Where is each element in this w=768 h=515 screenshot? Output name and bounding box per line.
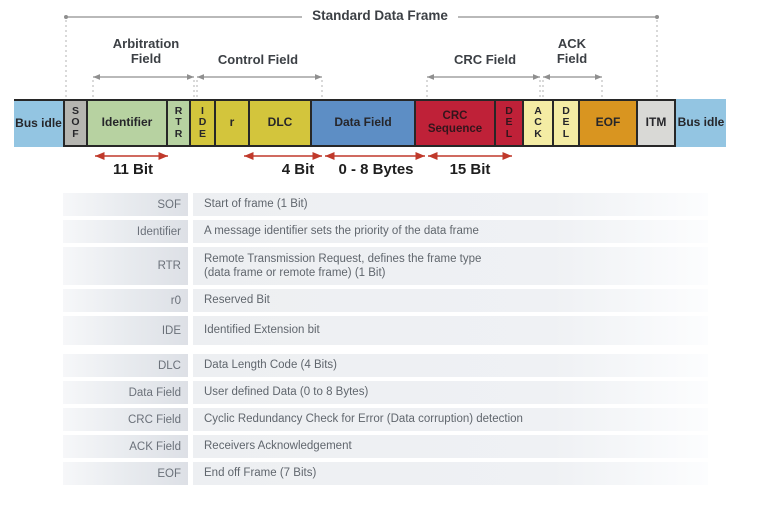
legend-term: Identifier — [63, 220, 188, 243]
diagram-title: Standard Data Frame — [312, 8, 448, 23]
legend-description: End off Frame (7 Bits) — [193, 462, 708, 485]
legend-row-sof: SOF Start of frame (1 Bit) — [63, 193, 708, 216]
legend-term: ACK Field — [63, 435, 188, 458]
frame-box-identifier: Identifier — [86, 99, 168, 147]
frame-box-del-crc: D E L — [494, 99, 524, 147]
frame-box-ack: A C K — [522, 99, 554, 147]
legend-term: Data Field — [63, 381, 188, 404]
bit-label-0-8-bytes: 0 - 8 Bytes — [338, 161, 414, 178]
frame-box-sof: S O F — [63, 99, 88, 147]
legend-term: IDE — [63, 316, 188, 345]
legend-row-dlc: DLC Data Length Code (4 Bits) — [63, 354, 708, 377]
frame-box-data-field: Data Field — [310, 99, 416, 147]
frame-box-bus-idle-right: Bus idle — [676, 99, 726, 147]
frame-box-itm: ITM — [636, 99, 676, 147]
frame-box-bus-idle-left: Bus idle — [14, 99, 63, 147]
legend-description: Data Length Code (4 Bits) — [193, 354, 708, 377]
legend-row-r0: r0 Reserved Bit — [63, 289, 708, 312]
frame-box-eof: EOF — [578, 99, 638, 147]
legend-row-rtr: RTR Remote Transmission Request, defines… — [63, 247, 708, 285]
legend-term: EOF — [63, 462, 188, 485]
legend-description: Reserved Bit — [193, 289, 708, 312]
frame-box-row: Bus idle S O F Identifier R T R I D E r … — [14, 99, 726, 147]
legend-term: CRC Field — [63, 408, 188, 431]
bit-label-4-bit: 4 Bit — [281, 161, 315, 178]
legend-description: Identified Extension bit — [193, 316, 708, 345]
group-label-arbitration-field: Arbitration Field — [112, 36, 180, 66]
legend-row-data-field: Data Field User defined Data (0 to 8 Byt… — [63, 381, 708, 404]
group-label-crc-field: CRC Field — [453, 52, 517, 67]
frame-box-del-ack: D E L — [552, 99, 580, 147]
legend-term: DLC — [63, 354, 188, 377]
legend-term: r0 — [63, 289, 188, 312]
legend-row-eof: EOF End off Frame (7 Bits) — [63, 462, 708, 485]
frame-box-ide: I D E — [189, 99, 216, 147]
legend-term: SOF — [63, 193, 188, 216]
legend-row-crc-field: CRC Field Cyclic Redundancy Check for Er… — [63, 408, 708, 431]
bit-label-11-bit: 11 Bit — [112, 161, 154, 178]
frame-box-rtr: R T R — [166, 99, 191, 147]
legend-description: Remote Transmission Request, defines the… — [193, 247, 708, 285]
bit-label-15-bit: 15 Bit — [449, 161, 491, 178]
legend-term: RTR — [63, 247, 188, 285]
legend-row-identifier: Identifier A message identifier sets the… — [63, 220, 708, 243]
frame-box-r: r — [214, 99, 250, 147]
legend-row-ide: IDE Identified Extension bit — [63, 316, 708, 345]
group-label-control-field: Control Field — [217, 52, 299, 67]
legend-description: User defined Data (0 to 8 Bytes) — [193, 381, 708, 404]
frame-box-crc-sequence: CRC Sequence — [414, 99, 496, 147]
legend-description: Receivers Acknowledgement — [193, 435, 708, 458]
legend-table: SOF Start of frame (1 Bit) Identifier A … — [63, 193, 708, 489]
legend-description: A message identifier sets the priority o… — [193, 220, 708, 243]
legend-description: Start of frame (1 Bit) — [193, 193, 708, 216]
frame-box-dlc: DLC — [248, 99, 312, 147]
legend-description: Cyclic Redundancy Check for Error (Data … — [193, 408, 708, 431]
group-label-ack-field: ACK Field — [556, 36, 588, 66]
legend-row-ack-field: ACK Field Receivers Acknowledgement — [63, 435, 708, 458]
